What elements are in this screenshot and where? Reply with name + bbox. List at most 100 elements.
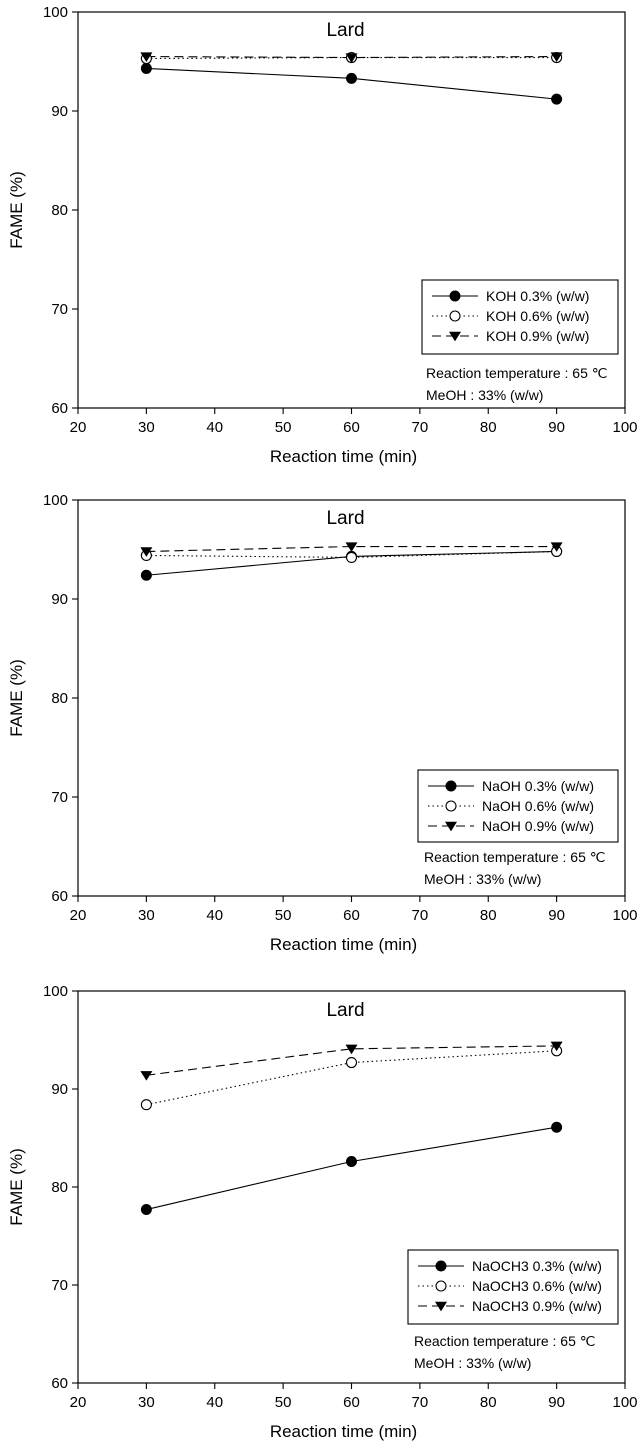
data-point (140, 62, 152, 74)
legend: NaOH 0.3% (w/w) NaOH 0.6% (w/w) NaOH 0.9% … (417, 769, 619, 843)
y-tick-label: 80 (51, 1179, 68, 1196)
x-tick-label: 70 (412, 907, 429, 924)
x-tick-label: 60 (343, 419, 360, 436)
data-point (140, 1099, 152, 1111)
x-tick-label: 80 (480, 907, 497, 924)
series-line-2 (146, 56, 557, 60)
data-point (550, 52, 563, 62)
data-point (550, 1041, 563, 1052)
annotation-temperature: Reaction temperature : 65 ℃ (426, 365, 607, 381)
data-point (140, 569, 152, 581)
data-point (551, 1121, 563, 1133)
y-tick-label: 90 (51, 591, 68, 608)
series-markers-3 (140, 52, 563, 63)
annotation-temperature: Reaction temperature : 65 ℃ (424, 849, 605, 865)
chart-title: Lard (326, 20, 364, 41)
data-point (345, 1056, 358, 1069)
annotation-temperature: Reaction temperature : 65 ℃ (414, 1333, 595, 1349)
x-tick-label: 20 (70, 419, 87, 436)
chart-panel-naoch3: 20 30 40 50 60 70 80 90 100 60 70 80 90 100 Reaction t… (0, 972, 638, 1450)
legend-label: NaOH 0.9% (w/w) (482, 818, 594, 834)
data-point (346, 72, 357, 84)
series-markers-1 (140, 1121, 563, 1216)
y-axis-label: FAME (%) (7, 659, 26, 736)
x-tick-label: 50 (275, 419, 292, 436)
annotation-methanol: MeOH : 33% (w/w) (414, 1355, 531, 1371)
data-point (449, 331, 461, 342)
x-tick-label: 30 (138, 1394, 155, 1411)
series-line-3 (146, 56, 557, 59)
data-point (140, 1071, 153, 1081)
data-point (345, 551, 358, 563)
x-tick-label: 40 (206, 419, 223, 436)
y-tick-label: 70 (51, 789, 68, 806)
data-point (345, 1044, 358, 1055)
x-tick-label: 70 (412, 1394, 429, 1411)
chart-panel-naoh: 20 30 40 50 60 70 80 90 100 60 70 80 90 100 Reaction t… (0, 488, 638, 962)
x-tick-label: 30 (138, 419, 155, 436)
y-tick-label: 70 (51, 1277, 68, 1294)
annotation-methanol: MeOH : 33% (w/w) (426, 387, 543, 403)
data-point (345, 53, 358, 63)
x-tick-label: 40 (206, 907, 223, 924)
x-tick-label: 20 (70, 907, 87, 924)
x-axis-label: Reaction time (min) (270, 447, 417, 466)
x-axis-label: Reaction time (min) (270, 1422, 417, 1441)
x-tick-label: 90 (548, 907, 565, 924)
chart-svg: 20 30 40 50 60 70 80 90 100 60 70 80 90 100 Reaction t… (7, 4, 638, 466)
y-axis-label: FAME (%) (7, 171, 26, 248)
series-line-1 (146, 1126, 557, 1211)
x-tick-label: 90 (548, 419, 565, 436)
x-tick-label: 100 (612, 1394, 637, 1411)
data-point (346, 1156, 357, 1168)
y-tick-label: 60 (51, 400, 68, 417)
data-point (435, 1301, 447, 1312)
y-tick-label: 60 (51, 888, 68, 905)
data-point (445, 821, 457, 832)
x-tick-label: 90 (548, 1394, 565, 1411)
data-point (435, 1260, 447, 1272)
y-tick-label: 70 (51, 301, 68, 318)
y-tick-label: 60 (51, 1375, 68, 1392)
x-tick-label: 80 (480, 419, 497, 436)
legend-label: KOH 0.9% (w/w) (486, 328, 589, 344)
data-point (140, 52, 153, 62)
legend-label: NaOCH3 0.3% (w/w) (472, 1258, 602, 1274)
data-point (445, 800, 457, 812)
data-point (550, 542, 563, 552)
annotation-methanol: MeOH : 33% (w/w) (424, 871, 541, 887)
x-tick-label: 20 (70, 1394, 87, 1411)
y-tick-label: 100 (43, 4, 68, 21)
legend-label: NaOH 0.6% (w/w) (482, 798, 594, 814)
data-point (445, 780, 457, 792)
legend-label: NaOCH3 0.9% (w/w) (472, 1298, 602, 1314)
x-tick-label: 30 (138, 907, 155, 924)
series-line-2 (146, 550, 557, 558)
series-line-3 (146, 1045, 557, 1076)
series-markers-1 (140, 62, 563, 105)
y-tick-label: 100 (43, 983, 68, 1000)
legend-label: NaOH 0.3% (w/w) (482, 778, 594, 794)
x-tick-label: 100 (612, 907, 637, 924)
x-tick-label: 50 (275, 1394, 292, 1411)
series-markers-2 (140, 1045, 563, 1111)
x-tick-label: 60 (343, 1394, 360, 1411)
legend-label: KOH 0.6% (w/w) (486, 308, 589, 324)
x-tick-label: 60 (343, 907, 360, 924)
x-tick-label: 80 (480, 1394, 497, 1411)
x-tick-label: 50 (275, 907, 292, 924)
y-axis-label: FAME (%) (7, 1148, 26, 1225)
x-axis-label: Reaction time (min) (270, 935, 417, 954)
chart-title: Lard (326, 1000, 364, 1021)
chart-svg: 20 30 40 50 60 70 80 90 100 60 70 80 90 100 Reaction t… (7, 983, 638, 1441)
y-tick-label: 90 (51, 103, 68, 120)
data-point (449, 310, 461, 322)
y-tick-label: 90 (51, 1081, 68, 1098)
legend: KOH 0.3% (w/w) KOH 0.6% (w/w) KOH 0.9% (w/… (421, 279, 619, 355)
y-tick-label: 80 (51, 690, 68, 707)
y-tick-label: 80 (51, 202, 68, 219)
x-tick-label: 70 (412, 419, 429, 436)
data-point (140, 547, 153, 557)
x-tick-label: 40 (206, 1394, 223, 1411)
legend-label: KOH 0.3% (w/w) (486, 288, 589, 304)
